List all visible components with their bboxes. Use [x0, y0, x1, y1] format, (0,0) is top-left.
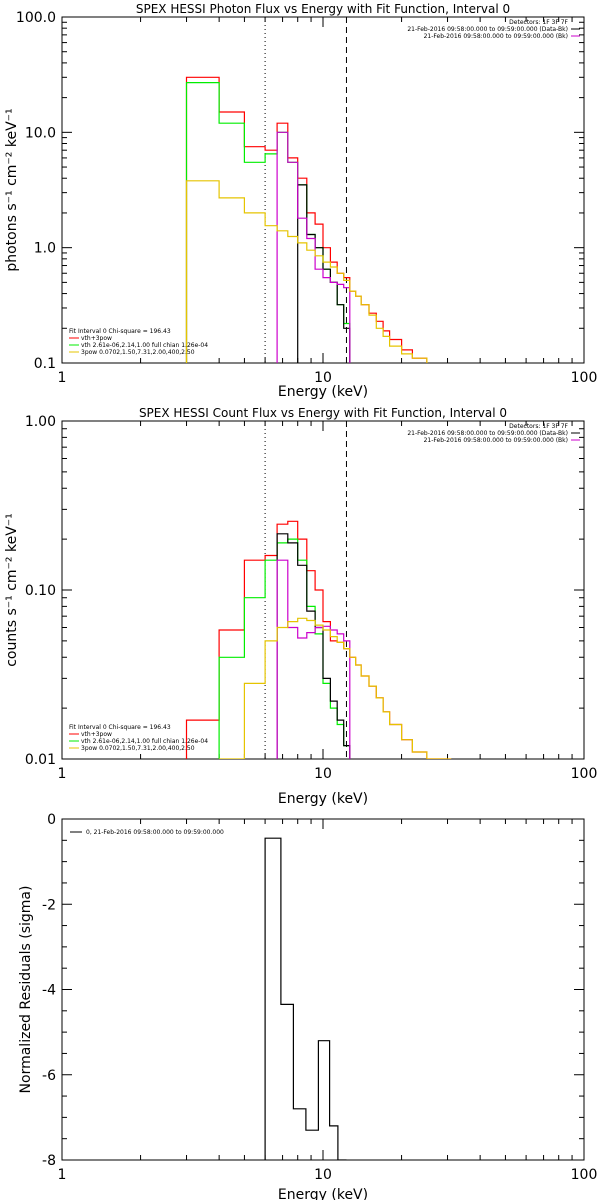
chart-panel-1: SPEX HESSI Photon Flux vs Energy with Fi… — [4, 2, 597, 400]
y-axis-label: counts s⁻¹ cm⁻² keV⁻¹ — [4, 513, 20, 667]
legend-entry: Detectors: 1F 3F 7F — [509, 19, 568, 26]
y-tick-label: 100.0 — [16, 10, 56, 26]
plot-frame — [61, 818, 585, 1161]
x-tick-label: 10 — [314, 370, 332, 386]
y-axis-label: photons s⁻¹ cm⁻² keV⁻¹ — [4, 108, 20, 271]
legend-entry: vth+3pow — [81, 335, 112, 342]
legend-entry: Detectors: 1F 3F 7F — [509, 423, 568, 430]
series-magenta-histogram — [276, 131, 351, 363]
y-tick-label: 1.0 — [34, 241, 56, 257]
series-black-histogram — [297, 184, 351, 363]
x-tick-label: 10 — [314, 1167, 332, 1183]
x-tick-label: 1 — [58, 370, 67, 386]
x-axis-label: Energy (keV) — [278, 384, 368, 400]
legend-entry: vth 2.61e-06,2.14,1.00 full chian 1.26e-… — [81, 342, 208, 349]
y-tick-label: 10.0 — [25, 125, 56, 141]
y-tick-label: -4 — [42, 983, 56, 999]
legend-entry: 21-Feb-2016 09:58:00.000 to 09:59:00.000… — [407, 430, 568, 437]
y-tick-label: -6 — [42, 1068, 56, 1084]
series-red-histogram — [185, 520, 452, 759]
legend-entry: Fit Interval 0 Chi-square = 196.43 — [69, 724, 171, 731]
x-tick-label: 1 — [58, 1167, 67, 1183]
x-tick-label: 1 — [58, 766, 67, 782]
x-tick-label: 10 — [314, 766, 332, 782]
y-tick-label: 0.10 — [25, 583, 56, 599]
legend-entry: 21-Feb-2016 09:58:00.000 to 09:59:00.000… — [424, 33, 568, 40]
y-tick-label: 0.01 — [25, 752, 56, 768]
chart-panel-2: SPEX HESSI Count Flux vs Energy with Fit… — [4, 406, 597, 807]
x-tick-label: 100 — [571, 370, 598, 386]
series-green-histogram — [218, 538, 351, 759]
legend-entry: 21-Feb-2016 09:58:00.000 to 09:59:00.000… — [407, 26, 568, 33]
x-tick-label: 100 — [571, 766, 598, 782]
chart-panel-3: 1 10 100 -8 -6 -4 -2 0 Energy (keV) Normalized Re… — [18, 812, 597, 1200]
x-tick-label: 100 — [571, 1167, 598, 1183]
series-yellow-histogram — [219, 617, 452, 759]
y-tick-label: 0 — [47, 812, 56, 828]
legend-entry: 3pow 0.0702,1.50,7.31,2.00,400,2.50 — [81, 745, 195, 752]
legend-entry: 3pow 0.0702,1.50,7.31,2.00,400,2.50 — [81, 349, 195, 356]
legend-entry: 21-Feb-2016 09:58:00.000 to 09:59:00.000… — [424, 437, 568, 444]
legend-entry: 0, 21-Feb-2016 09:58:00.000 to 09:59:00.… — [86, 829, 224, 836]
y-axis-label: Normalized Residuals (sigma) — [18, 886, 34, 1094]
x-axis-label: Energy (keV) — [278, 791, 368, 807]
y-tick-label: -2 — [42, 897, 56, 913]
plot-frame — [61, 16, 585, 364]
x-axis-label: Energy (keV) — [278, 1187, 368, 1200]
y-tick-label: 1.00 — [25, 414, 56, 430]
y-tick-label: -8 — [42, 1153, 56, 1169]
series-black-histogram — [264, 837, 347, 1160]
chart-title: SPEX HESSI Photon Flux vs Energy with Fi… — [136, 2, 510, 16]
series-yellow-histogram — [185, 180, 428, 363]
series-green-histogram — [185, 82, 351, 363]
y-tick-label: 0.1 — [34, 356, 56, 372]
legend-entry: vth+3pow — [81, 731, 112, 738]
chart-title: SPEX HESSI Count Flux vs Energy with Fit… — [139, 406, 507, 420]
legend-entry: Fit Interval 0 Chi-square = 196.43 — [69, 328, 171, 335]
series-magenta-histogram — [276, 559, 351, 759]
legend-entry: vth 2.61e-06,2.14,1.00 full chian 1.26e-… — [81, 738, 208, 745]
